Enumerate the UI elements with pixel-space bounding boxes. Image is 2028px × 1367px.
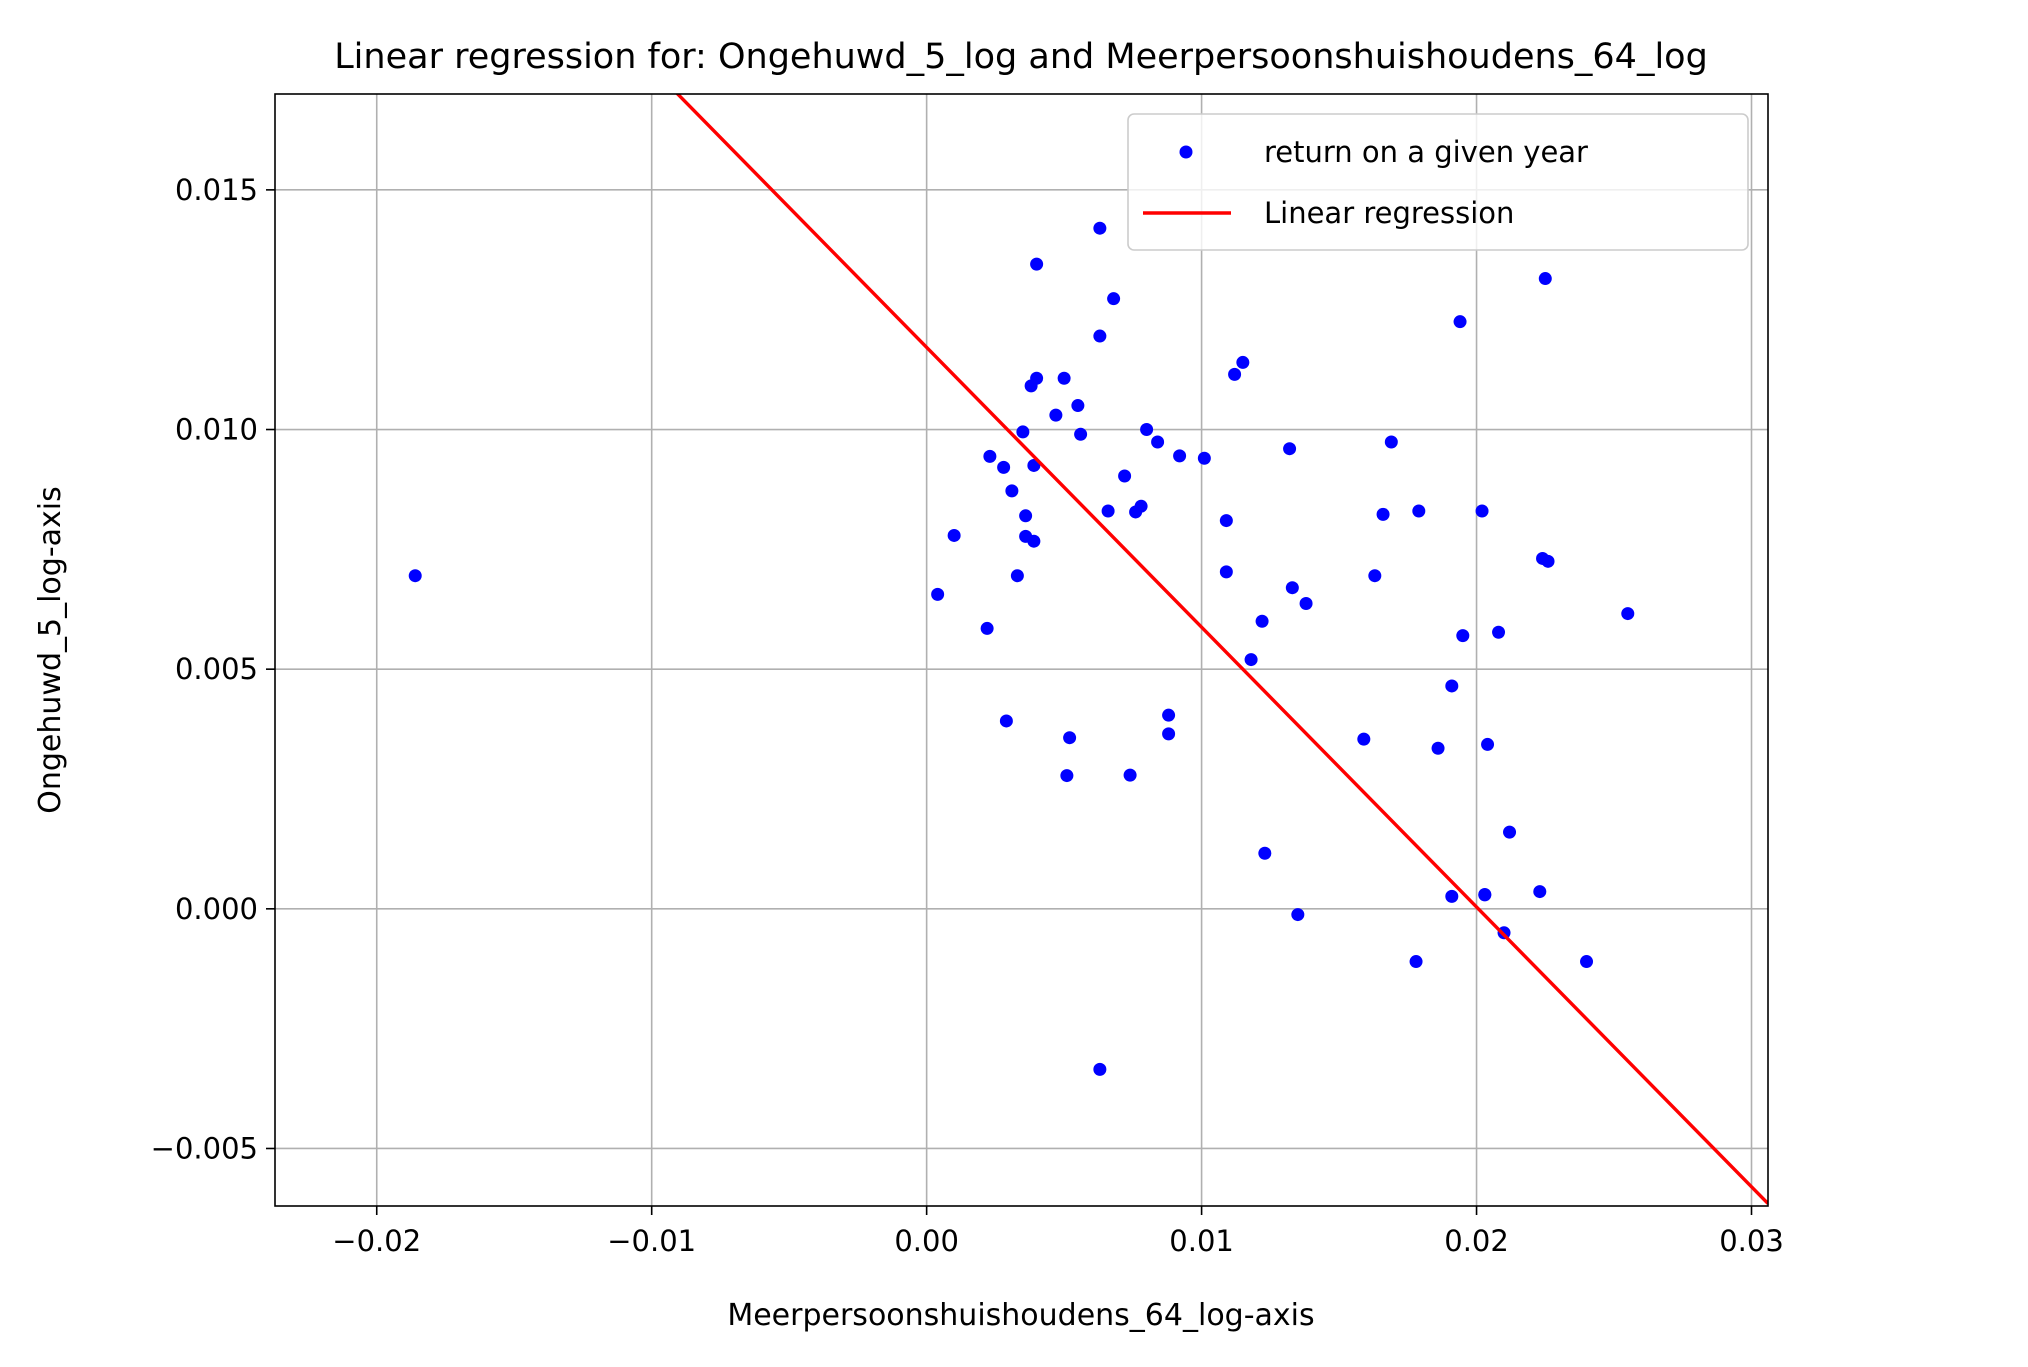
legend-marker-scatter [1179, 145, 1193, 159]
data-point [1219, 565, 1233, 579]
data-point [1093, 329, 1107, 343]
data-point [1123, 768, 1137, 782]
x-tick-label: −0.02 [332, 1224, 421, 1258]
data-point [1409, 955, 1423, 969]
data-point [1412, 504, 1426, 518]
data-point [1453, 315, 1467, 329]
x-axis-label: Meerpersoonshuishoudens_64_log-axis [727, 1298, 1314, 1333]
data-point [1236, 355, 1250, 369]
data-point [1357, 732, 1371, 746]
y-tick-label: 0.010 [175, 413, 258, 447]
y-tick-label: −0.005 [151, 1131, 258, 1165]
data-point [1478, 888, 1492, 902]
data-point [1107, 292, 1121, 306]
y-axis-label: Ongehuwd_5_log-axis [33, 486, 68, 813]
data-point [931, 587, 945, 601]
data-point [997, 460, 1011, 474]
data-point [999, 714, 1013, 728]
data-point [1368, 569, 1382, 583]
data-point [1071, 399, 1085, 413]
y-tick-label: 0.000 [175, 892, 258, 926]
data-layer [408, 94, 1768, 1205]
legend-box [1127, 113, 1749, 251]
data-point [1030, 257, 1044, 271]
data-point [1074, 427, 1088, 441]
data-point [1093, 1062, 1107, 1076]
data-point [1580, 955, 1594, 969]
data-point [1283, 442, 1297, 456]
y-tick-label: 0.005 [175, 652, 258, 686]
data-point [1456, 629, 1470, 643]
data-point [1173, 449, 1187, 463]
data-point [1016, 425, 1030, 439]
data-point [408, 569, 422, 583]
data-point [1492, 625, 1506, 639]
data-point [1538, 272, 1552, 286]
data-point [1030, 371, 1044, 385]
data-point [1049, 408, 1063, 422]
data-point [1255, 614, 1269, 628]
data-point [1162, 708, 1176, 722]
data-point [1445, 679, 1459, 693]
x-tick-label: 0.01 [1169, 1224, 1234, 1258]
legend-label-line: Linear regression [1264, 196, 1514, 230]
data-point [1475, 504, 1489, 518]
data-point [1134, 499, 1148, 513]
legend: return on a given year Linear regression [1127, 113, 1749, 251]
data-point [980, 621, 994, 635]
data-point [1503, 825, 1517, 839]
data-point [1541, 554, 1555, 568]
data-point [1101, 504, 1115, 518]
axis-ticks: −0.02 −0.01 0.00 0.01 0.02 0.03 −0.005 0.000 0.0… [151, 173, 1784, 1258]
chart-title: Linear regression for: Ongehuwd_5_log an… [334, 37, 1708, 77]
legend-label-scatter: return on a given year [1264, 135, 1588, 169]
data-point [1228, 367, 1242, 381]
data-point [1258, 846, 1272, 860]
data-point [1285, 581, 1299, 595]
x-tick-label: 0.03 [1719, 1224, 1784, 1258]
data-point [1533, 885, 1547, 899]
data-point [1299, 597, 1313, 611]
data-point [1481, 737, 1495, 751]
plot-area [275, 94, 1768, 1206]
plot-frame [274, 93, 1769, 1207]
data-point [983, 449, 997, 463]
data-point [1431, 741, 1445, 755]
data-point [1291, 908, 1305, 922]
data-point [1244, 653, 1258, 667]
data-point [1060, 769, 1074, 783]
data-point [1151, 435, 1165, 449]
data-point [1140, 423, 1154, 437]
data-point [1093, 221, 1107, 235]
data-point [1057, 371, 1071, 385]
data-point [1219, 514, 1233, 528]
y-tick-label: 0.015 [175, 173, 258, 207]
data-point [1118, 469, 1132, 483]
data-point [1621, 607, 1635, 621]
data-point [1376, 507, 1390, 521]
data-point [1027, 534, 1041, 548]
data-point [1019, 509, 1033, 523]
data-point [1384, 435, 1398, 449]
data-point [947, 528, 961, 542]
regression-line [675, 94, 1768, 1205]
data-point [1005, 484, 1019, 498]
x-tick-label: 0.00 [894, 1224, 959, 1258]
data-point [1010, 569, 1024, 583]
data-point [1162, 727, 1176, 741]
x-tick-label: 0.02 [1444, 1224, 1509, 1258]
data-point [1445, 889, 1459, 903]
data-point [1197, 451, 1211, 465]
data-point [1063, 731, 1077, 745]
x-tick-label: −0.01 [607, 1224, 696, 1258]
